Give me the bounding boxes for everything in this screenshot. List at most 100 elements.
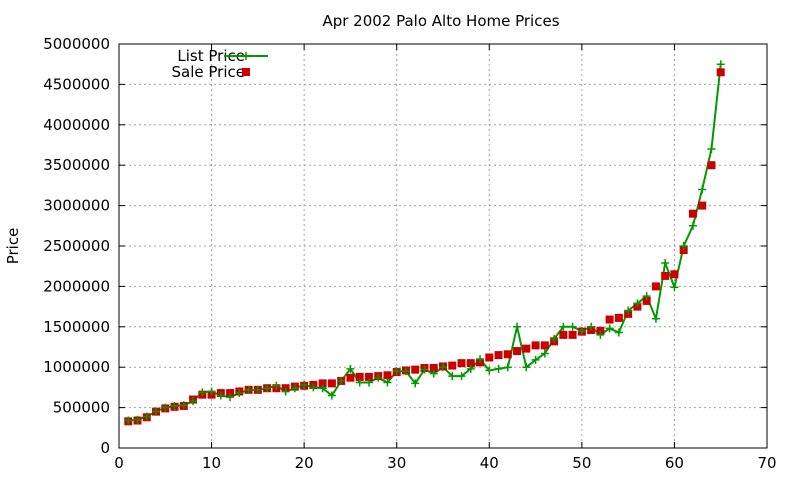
y-tick-label: 1500000: [43, 318, 110, 336]
x-tick-label: 70: [757, 454, 776, 472]
sale-price-point: [614, 313, 623, 322]
list-price-point: [300, 380, 309, 389]
list-price-point: [179, 401, 188, 410]
sale-price-point: [513, 347, 522, 356]
sale-price-point: [661, 271, 670, 280]
x-tick-label: 10: [202, 454, 221, 472]
list-price-point: [651, 314, 660, 323]
list-price-point: [327, 391, 336, 400]
x-tick-label: 30: [387, 454, 406, 472]
list-price-point: [513, 322, 522, 331]
axis-ticks: 0 10 20 30 40 50 60 70 0 500000 1000000 1500000 2000…: [43, 35, 776, 472]
y-tick-label: 500000: [53, 399, 110, 417]
grid-lines: [119, 44, 767, 448]
list-price-point: [374, 373, 383, 382]
y-tick-label: 3500000: [43, 156, 110, 174]
list-price-point: [503, 363, 512, 372]
sale-price-point: [716, 68, 725, 77]
list-price-point: [633, 299, 642, 308]
list-price-point: [661, 258, 670, 267]
sale-price-point: [670, 270, 679, 279]
list-price-point: [466, 364, 475, 373]
y-axis-label: Price: [4, 228, 22, 265]
legend-marker-list-price: [242, 52, 250, 60]
sale-price-point: [540, 341, 549, 350]
list-price-point: [476, 355, 485, 364]
list-price-point: [540, 349, 549, 358]
list-price-point: [707, 145, 716, 154]
list-price-point: [550, 334, 559, 343]
sale-price-point: [531, 341, 540, 350]
sale-price-point: [457, 359, 466, 368]
sale-price-point: [346, 373, 355, 382]
list-price-point: [439, 363, 447, 372]
legend-label-sale-price: Sale Price: [172, 63, 245, 81]
list-price-point: [577, 326, 586, 335]
sale-price-point: [707, 161, 716, 170]
list-price-point: [226, 393, 235, 402]
list-price-point: [605, 324, 614, 333]
list-price-point: [355, 378, 364, 387]
x-tick-label: 50: [572, 454, 591, 472]
list-price-point: [142, 412, 151, 421]
x-tick-label: 60: [665, 454, 684, 472]
list-price-point: [133, 415, 142, 424]
list-price-point: [587, 322, 596, 331]
sale-price-point: [688, 209, 697, 218]
list-price-point: [235, 389, 244, 398]
list-price-point: [679, 242, 688, 250]
list-price-point: [429, 369, 438, 378]
legend-label-list-price: List Price: [177, 47, 245, 65]
list-price-point: [244, 385, 253, 394]
y-tick-label: 4500000: [43, 75, 110, 93]
list-price-point: [716, 60, 725, 69]
sale-price-point: [522, 344, 531, 353]
list-price-point: [698, 185, 707, 194]
list-price-point: [364, 378, 373, 387]
plot-frame: [118, 43, 768, 449]
sale-price-point: [355, 372, 364, 381]
sale-price-point: [411, 365, 420, 374]
list-price-point: [420, 365, 429, 374]
list-price-point: [189, 397, 198, 406]
list-price-point: [161, 403, 170, 412]
list-price-point: [531, 355, 540, 364]
sale-price-point: [651, 282, 660, 291]
list-price-point: [670, 283, 679, 292]
list-price-point: [614, 328, 623, 337]
sale-price-point: [568, 330, 577, 339]
sale-price-point: [679, 246, 688, 255]
list-price-point: [392, 367, 401, 376]
sale-price-point: [327, 379, 336, 388]
list-price-point: [448, 372, 457, 381]
y-tick-label: 2000000: [43, 277, 110, 295]
list-price-point: [253, 385, 262, 394]
list-price-point: [457, 372, 466, 381]
list-price-point: [124, 416, 133, 425]
sale-price-point: [596, 326, 605, 335]
list-price-point: [568, 322, 577, 331]
chart-title: Apr 2002 Palo Alto Home Prices: [322, 12, 559, 30]
list-price-point: [170, 401, 179, 410]
list-price-point: [401, 367, 410, 376]
sale-price-point: [642, 296, 651, 305]
list-price-point: [642, 292, 651, 301]
y-tick-label: 5000000: [43, 35, 110, 53]
list-price-point: [263, 384, 272, 393]
y-tick-label: 0: [100, 439, 110, 457]
x-tick-label: 20: [295, 454, 314, 472]
sale-price-point: [226, 389, 235, 398]
list-price-point: [559, 322, 568, 331]
list-price-point: [346, 364, 355, 373]
list-price-point: [522, 363, 531, 372]
sale-price-point: [559, 330, 568, 339]
sale-price-point: [383, 371, 392, 380]
list-price-point: [688, 221, 697, 230]
list-price-point: [383, 378, 392, 387]
y-tick-label: 4000000: [43, 116, 110, 134]
sale-price-point: [364, 372, 373, 381]
list-price-point: [318, 384, 327, 393]
list-price-point: [152, 407, 161, 416]
sale-price-point: [494, 351, 503, 360]
